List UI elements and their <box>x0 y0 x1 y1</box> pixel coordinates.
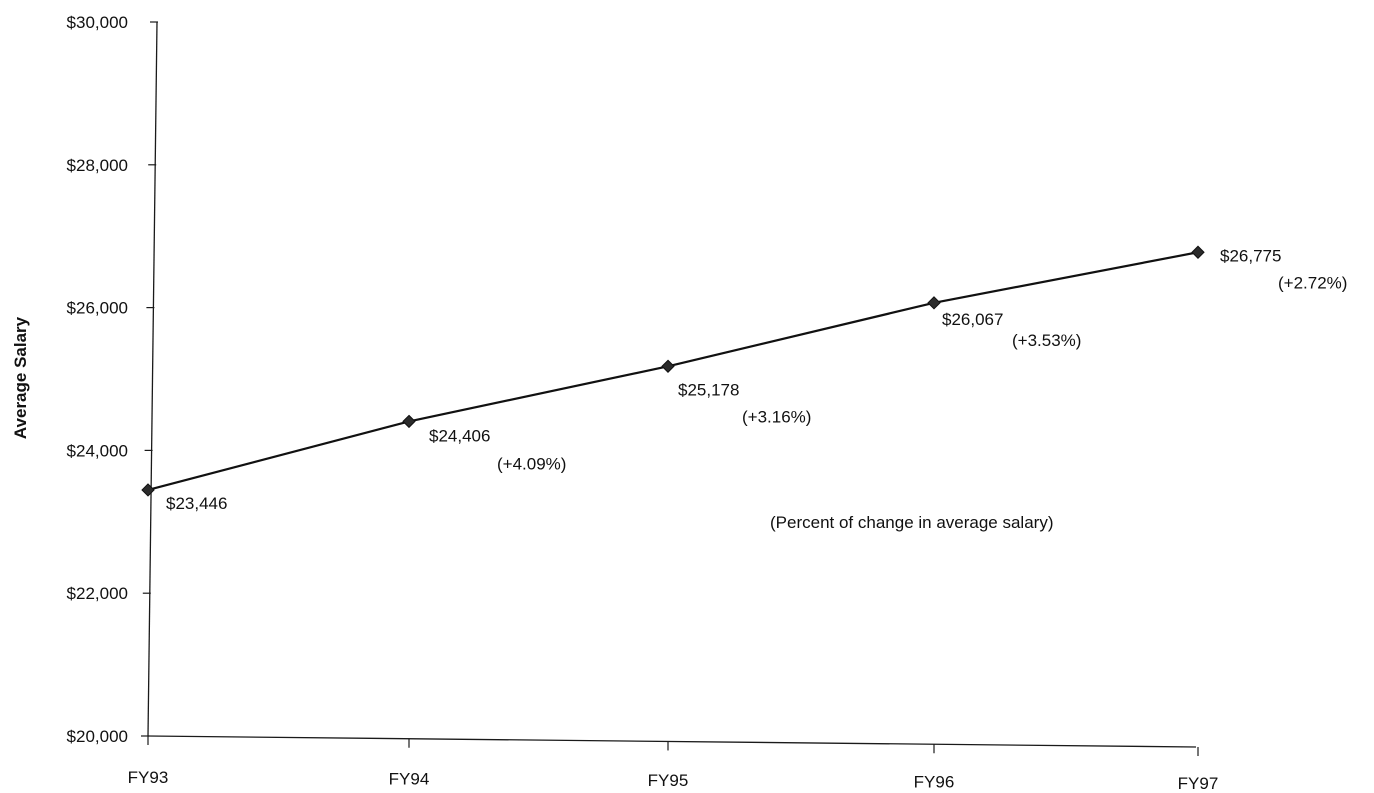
series-line <box>147 251 1199 492</box>
value-label-fy96: $26,067 <box>942 310 1003 329</box>
value-label-fy94: $24,406 <box>429 426 490 445</box>
x-axis-line <box>147 735 1197 748</box>
x-axis-ticks: FY93 FY94 FY95 FY96 FY97 <box>128 736 1219 793</box>
y-tick-label-5: $30,000 <box>67 13 128 32</box>
data-point-fy96 <box>927 296 941 310</box>
x-tick-label-3: FY96 <box>914 773 955 792</box>
percent-label-fy94: (+4.09%) <box>497 454 566 473</box>
data-point-fy94 <box>402 414 416 429</box>
data-labels: $23,446 $24,406 (+4.09%) $25,178(+3.16%) $26… <box>166 246 1347 513</box>
percent-label-fy96: (+3.53%) <box>1012 331 1081 350</box>
x-tick-label-2: FY95 <box>648 771 689 790</box>
y-tick-label-2: $24,000 <box>67 441 128 460</box>
data-point-fy97 <box>1191 245 1205 259</box>
series-average-salary <box>141 245 1205 497</box>
y-axis-ticks: $20,000 $22,000 $24,000 $26,000 $28,000 $30,0… <box>67 13 158 746</box>
y-tick-label-0: $20,000 <box>67 727 128 746</box>
value-label-fy95: $25,178 <box>678 380 739 399</box>
y-tick-label-4: $28,000 <box>67 156 128 175</box>
y-tick-label-3: $26,000 <box>67 299 128 318</box>
x-tick-label-1: FY94 <box>389 770 430 789</box>
x-tick-label-0: FY93 <box>128 768 169 787</box>
y-tick-label-1: $22,000 <box>67 584 128 603</box>
chart-axes <box>147 21 1197 748</box>
data-point-fy95 <box>661 359 675 373</box>
data-point-fy93 <box>141 483 155 497</box>
y-axis-title: Average Salary <box>11 316 30 439</box>
y-axis-line <box>147 21 158 737</box>
chart-annotation: (Percent of change in average salary) <box>770 513 1054 532</box>
value-label-fy97: $26,775 <box>1220 246 1281 265</box>
x-tick-label-4: FY97 <box>1178 774 1219 793</box>
percent-label-fy95: (+3.16%) <box>742 407 811 426</box>
percent-label-fy97: (+2.72%) <box>1278 273 1347 292</box>
value-label-fy93: $23,446 <box>166 494 227 513</box>
